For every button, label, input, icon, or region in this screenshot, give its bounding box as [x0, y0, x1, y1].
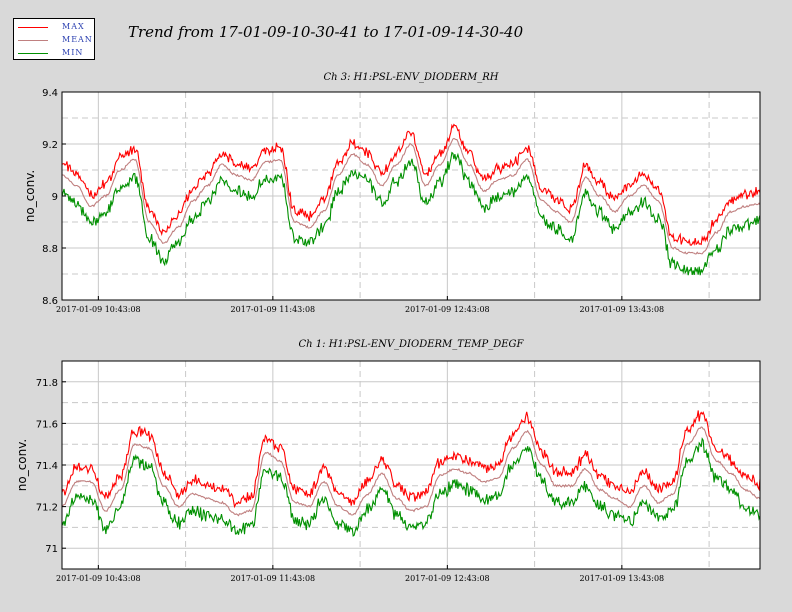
y-tick-label: 8.8	[42, 244, 58, 255]
x-tick-label: 2017-01-09 13:43:08	[580, 574, 665, 583]
legend-item-mean: MEAN	[18, 35, 94, 47]
legend-swatch-min	[18, 53, 48, 54]
series-line-min	[61, 151, 761, 276]
legend-label-min: MIN	[62, 48, 84, 57]
y-tick-label: 71.8	[36, 378, 58, 389]
chart-panel-2: 71 71.2 71.4 71.6 71.8 2017-01-09 10:43:08 201…	[15, 339, 761, 583]
x-tick-label: 2017-01-09 11:43:08	[231, 305, 316, 314]
y-tick-label: 9.4	[42, 88, 58, 99]
series-line-mean	[61, 137, 761, 255]
legend-label-max: MAX	[62, 22, 85, 31]
series-line-max	[61, 410, 761, 509]
y-tick-label: 71	[45, 544, 58, 555]
x-tick-label: 2017-01-09 13:43:08	[580, 305, 665, 314]
y-tick-label: 9.2	[42, 140, 58, 151]
x-tick-label: 2017-01-09 10:43:08	[56, 574, 141, 583]
x-tick-label: 2017-01-09 12:43:08	[405, 305, 490, 314]
panel-title: Ch 1: H1:PSL-ENV_DIODERM_TEMP_DEGF	[299, 339, 525, 350]
series-line-min	[61, 437, 761, 537]
y-tick-label: 71.6	[36, 419, 58, 430]
x-tick-label: 2017-01-09 11:43:08	[231, 574, 316, 583]
y-tick-label: 9	[52, 192, 58, 203]
y-tick-label: 71.2	[36, 503, 58, 514]
legend-item-max: MAX	[18, 22, 94, 34]
panel-title: Ch 3: H1:PSL-ENV_DIODERM_RH	[323, 72, 498, 83]
chart-panel-1: 8.6 8.8 9 9.2 9.4 2017-01-09 10:43:08 2017-01-…	[23, 72, 761, 314]
legend-item-min: MIN	[18, 48, 94, 60]
x-tick-label: 2017-01-09 10:43:08	[56, 305, 141, 314]
x-tick-label: 2017-01-09 12:43:08	[405, 574, 490, 583]
series-line-mean	[61, 426, 761, 517]
main-title: Trend from 17-01-09-10-30-41 to 17-01-09…	[128, 23, 524, 41]
y-tick-label: 71.4	[36, 461, 58, 472]
y-axis-label: no_conv.	[15, 439, 29, 491]
y-axis-label: no_conv.	[23, 170, 37, 222]
legend-swatch-mean	[18, 40, 48, 41]
legend-swatch-max	[18, 27, 48, 28]
legend-label-mean: MEAN	[62, 35, 93, 44]
y-tick-label: 8.6	[42, 296, 58, 307]
legend: MAX MEAN MIN	[13, 18, 95, 60]
series-line-max	[61, 123, 761, 246]
